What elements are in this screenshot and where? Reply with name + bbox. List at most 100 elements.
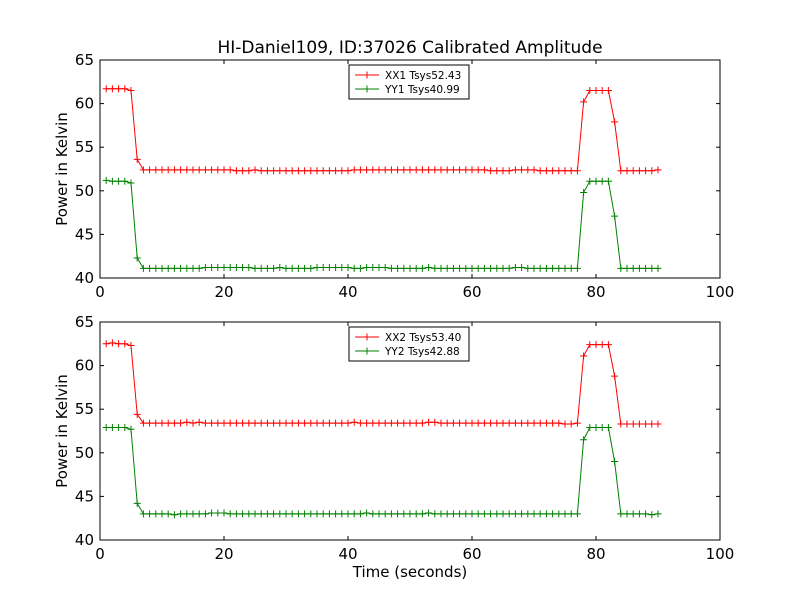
data-point xyxy=(468,419,476,427)
data-point xyxy=(245,510,253,518)
data-point xyxy=(555,264,563,272)
x-tick-label: 100 xyxy=(706,545,735,563)
y-tick-label: 55 xyxy=(75,400,94,418)
data-point xyxy=(623,167,631,175)
data-point xyxy=(164,510,172,518)
data-point xyxy=(381,264,389,272)
data-point xyxy=(152,166,160,174)
data-point xyxy=(282,510,290,518)
data-point xyxy=(201,264,209,272)
data-point xyxy=(536,510,544,518)
data-point xyxy=(542,264,550,272)
data-point xyxy=(325,419,333,427)
data-point xyxy=(232,510,240,518)
data-point xyxy=(301,510,309,518)
data-point xyxy=(648,420,656,428)
data-point xyxy=(381,166,389,174)
data-point xyxy=(301,264,309,272)
data-point xyxy=(629,167,637,175)
data-point xyxy=(239,510,247,518)
data-point xyxy=(170,264,178,272)
data-point xyxy=(561,510,569,518)
data-point xyxy=(487,264,495,272)
data-point xyxy=(121,424,129,432)
data-point xyxy=(580,352,588,360)
data-point xyxy=(294,510,302,518)
data-point xyxy=(586,424,594,432)
data-point xyxy=(431,264,439,272)
data-point xyxy=(431,418,439,426)
data-point xyxy=(567,510,575,518)
data-point xyxy=(127,179,135,187)
data-point xyxy=(158,419,166,427)
data-point xyxy=(239,419,247,427)
data-point xyxy=(313,419,321,427)
y-tick-label: 50 xyxy=(75,444,94,462)
y-tick-label: 50 xyxy=(75,182,94,200)
y-tick-label: 45 xyxy=(75,225,94,243)
data-point xyxy=(400,510,408,518)
data-point xyxy=(251,264,259,272)
plot-frame xyxy=(99,321,721,541)
data-point xyxy=(642,167,650,175)
data-point xyxy=(573,264,581,272)
data-point xyxy=(412,419,420,427)
data-point xyxy=(511,166,519,174)
data-point xyxy=(189,510,197,518)
data-point xyxy=(617,510,625,518)
data-point xyxy=(505,510,513,518)
data-point xyxy=(214,166,222,174)
data-point xyxy=(387,166,395,174)
data-point xyxy=(412,510,420,518)
data-point xyxy=(276,264,284,272)
data-point xyxy=(294,167,302,175)
data-point xyxy=(592,424,600,432)
data-point xyxy=(654,510,662,518)
data-point xyxy=(332,510,340,518)
data-point xyxy=(251,510,259,518)
data-point xyxy=(456,510,464,518)
data-point xyxy=(567,264,575,272)
data-point xyxy=(456,264,464,272)
data-point xyxy=(474,264,482,272)
data-point xyxy=(313,264,321,272)
data-point xyxy=(356,264,364,272)
data-point xyxy=(288,510,296,518)
data-point xyxy=(108,85,116,93)
data-point xyxy=(462,264,470,272)
y-tick-label: 55 xyxy=(75,138,94,156)
x-tick-label: 40 xyxy=(338,283,357,301)
data-point xyxy=(307,167,315,175)
data-point xyxy=(549,510,557,518)
data-point xyxy=(170,419,178,427)
data-point xyxy=(313,167,321,175)
data-point xyxy=(146,166,154,174)
data-point xyxy=(307,264,315,272)
x-axis-label: Time (seconds) xyxy=(352,563,468,581)
data-point xyxy=(214,509,222,517)
data-point xyxy=(195,418,203,426)
data-point xyxy=(121,177,129,185)
legend-box xyxy=(348,326,470,362)
data-point xyxy=(146,419,154,427)
data-point xyxy=(139,510,147,518)
data-point xyxy=(363,264,371,272)
data-point xyxy=(518,166,526,174)
data-point xyxy=(592,177,600,185)
data-point xyxy=(344,167,352,175)
data-point xyxy=(294,264,302,272)
data-point xyxy=(115,424,123,432)
data-point xyxy=(425,264,433,272)
data-point xyxy=(170,511,178,519)
legend: XX2 Tsys53.40 YY2 Tsys42.88 xyxy=(348,326,470,362)
data-point xyxy=(133,499,141,507)
data-point xyxy=(282,419,290,427)
data-point xyxy=(208,264,216,272)
data-point xyxy=(214,264,222,272)
data-point xyxy=(325,264,333,272)
data-point xyxy=(443,510,451,518)
data-point xyxy=(425,418,433,426)
data-point xyxy=(648,511,656,519)
data-point xyxy=(375,166,383,174)
data-point xyxy=(493,264,501,272)
